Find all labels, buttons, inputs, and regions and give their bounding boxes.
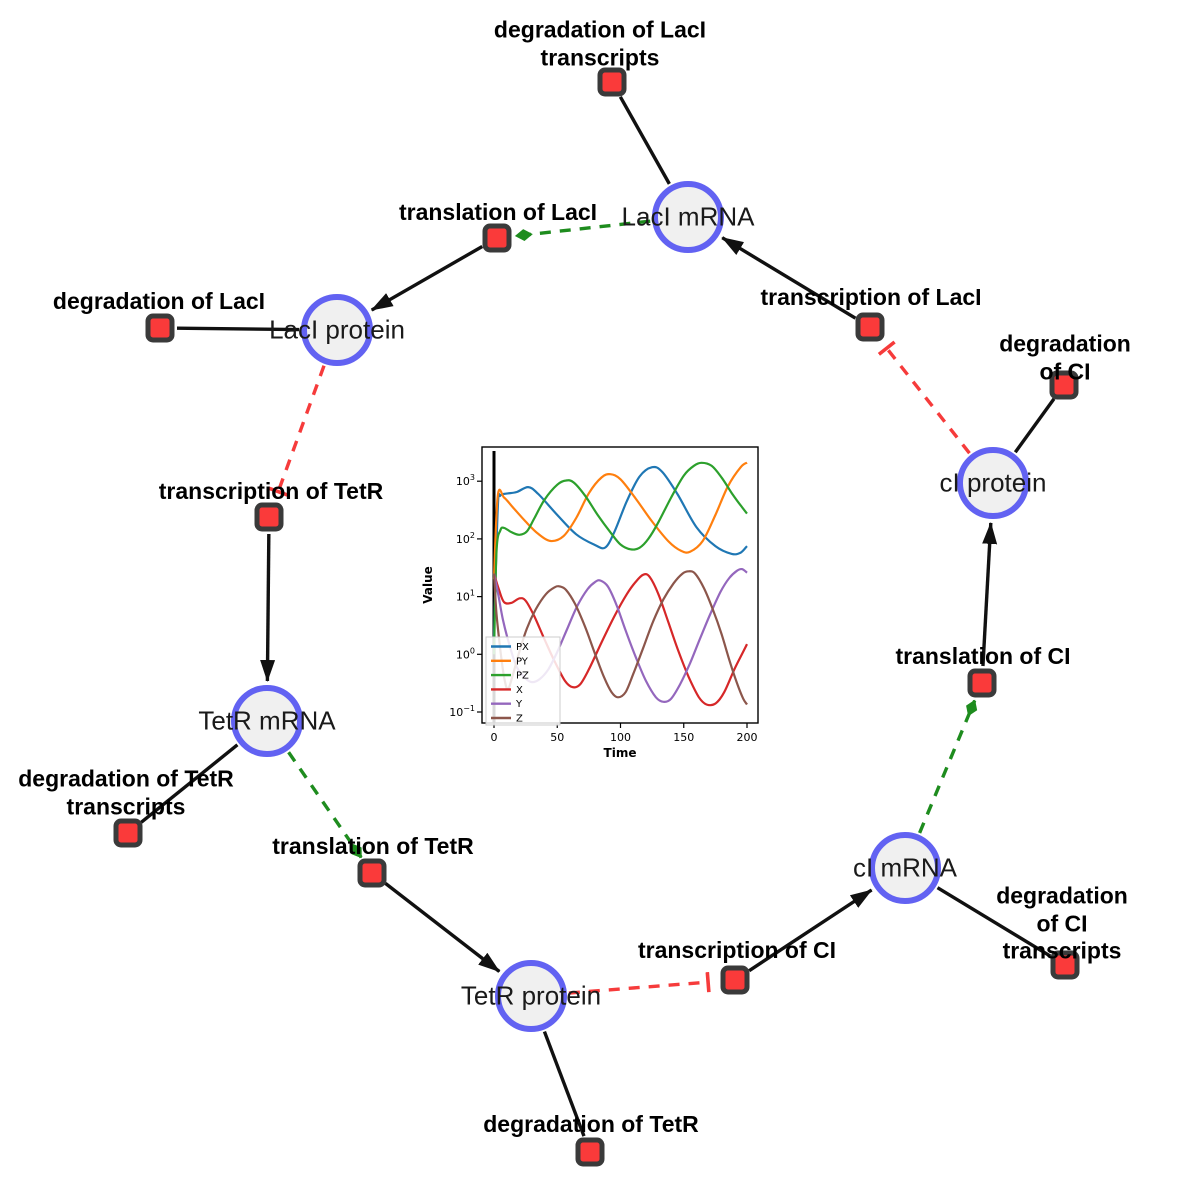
chart-series-PY bbox=[492, 461, 748, 580]
edge-inhibition-tetr_protein-transcription_ci bbox=[568, 972, 711, 995]
edge-inhibition-laci_protein-transcription_tetr bbox=[268, 365, 326, 497]
edge-reactant-deg_laci_tx-laci_mrna bbox=[618, 95, 671, 185]
legend-label-Y: Y bbox=[515, 699, 523, 710]
reaction-node-translation_ci[interactable] bbox=[967, 668, 997, 698]
edge-reactant-deg_ci-ci_protein bbox=[1013, 397, 1056, 454]
chart-series-PZ bbox=[492, 461, 748, 655]
species-node-tetr_mrna[interactable] bbox=[231, 685, 303, 757]
edge-reactant-deg_tetr-tetr_protein bbox=[542, 1030, 586, 1137]
edge-modifier-tetr_mrna-translation_tetr bbox=[287, 751, 363, 859]
reaction-node-transcription_laci[interactable] bbox=[855, 312, 885, 342]
reaction-node-deg_ci[interactable] bbox=[1049, 370, 1079, 400]
y-tick-label: 103 bbox=[456, 473, 475, 488]
legend-label-PZ: PZ bbox=[516, 671, 529, 682]
reaction-node-transcription_tetr[interactable] bbox=[254, 502, 284, 532]
x-axis-label: Time bbox=[604, 746, 637, 760]
y-tick-label: 100 bbox=[456, 646, 475, 661]
edge-inhibition-ci_protein-transcription_laci bbox=[877, 340, 971, 455]
edge-modifier-ci_mrna-translation_ci bbox=[918, 699, 978, 834]
y-tick-label: 10−1 bbox=[449, 704, 475, 719]
edge-product-translation_ci-ci_protein bbox=[981, 521, 998, 667]
edge-reactant-deg_ci_tx-ci_mrna bbox=[936, 886, 1052, 958]
edge-product-transcription_tetr-tetr_mrna bbox=[260, 533, 276, 683]
legend-label-X: X bbox=[516, 685, 523, 696]
edge-modifier-laci_mrna-translation_laci bbox=[514, 219, 651, 242]
species-node-ci_protein[interactable] bbox=[957, 447, 1029, 519]
edge-product-translation_tetr-tetr_protein bbox=[384, 882, 501, 973]
legend-label-Z: Z bbox=[516, 714, 523, 725]
y-tick-label: 101 bbox=[456, 589, 475, 604]
reaction-node-deg_laci[interactable] bbox=[145, 313, 175, 343]
legend-label-PX: PX bbox=[516, 642, 529, 653]
species-node-ci_mrna[interactable] bbox=[869, 832, 941, 904]
inset-simulation-chart: 0 50 100 150 200 10−1 100 101 102 103 Time Value PX P… bbox=[421, 446, 759, 760]
reaction-node-deg_laci_tx[interactable] bbox=[597, 67, 627, 97]
reaction-node-deg_tetr_tx[interactable] bbox=[113, 818, 143, 848]
species-node-tetr_protein[interactable] bbox=[495, 960, 567, 1032]
x-tick-label: 0 bbox=[491, 731, 498, 744]
species-node-laci_mrna[interactable] bbox=[652, 181, 724, 253]
reaction-node-deg_ci_tx[interactable] bbox=[1050, 950, 1080, 980]
y-axis-label: Value bbox=[421, 566, 435, 604]
species-node-laci_protein[interactable] bbox=[301, 294, 373, 366]
edge-product-transcription_ci-ci_mrna bbox=[748, 888, 873, 973]
edge-product-translation_laci-laci_protein bbox=[370, 245, 484, 312]
reaction-node-translation_laci[interactable] bbox=[482, 223, 512, 253]
reaction-node-transcription_ci[interactable] bbox=[720, 965, 750, 995]
edge-reactant-deg_tetr_tx-tetr_mrna bbox=[140, 743, 239, 824]
edge-product-transcription_laci-laci_mrna bbox=[721, 236, 857, 320]
x-tick-label: 100 bbox=[610, 731, 631, 744]
chart-series-X bbox=[492, 573, 748, 707]
reaction-node-translation_tetr[interactable] bbox=[357, 858, 387, 888]
reaction-node-deg_tetr[interactable] bbox=[575, 1137, 605, 1167]
x-tick-label: 200 bbox=[737, 731, 758, 744]
legend-label-PY: PY bbox=[516, 656, 529, 667]
chart-legend-box bbox=[485, 636, 561, 726]
x-tick-label: 150 bbox=[673, 731, 694, 744]
y-tick-label: 102 bbox=[456, 531, 475, 546]
edge-reactant-deg_laci-laci_protein bbox=[176, 326, 300, 332]
x-tick-label: 50 bbox=[550, 731, 564, 744]
